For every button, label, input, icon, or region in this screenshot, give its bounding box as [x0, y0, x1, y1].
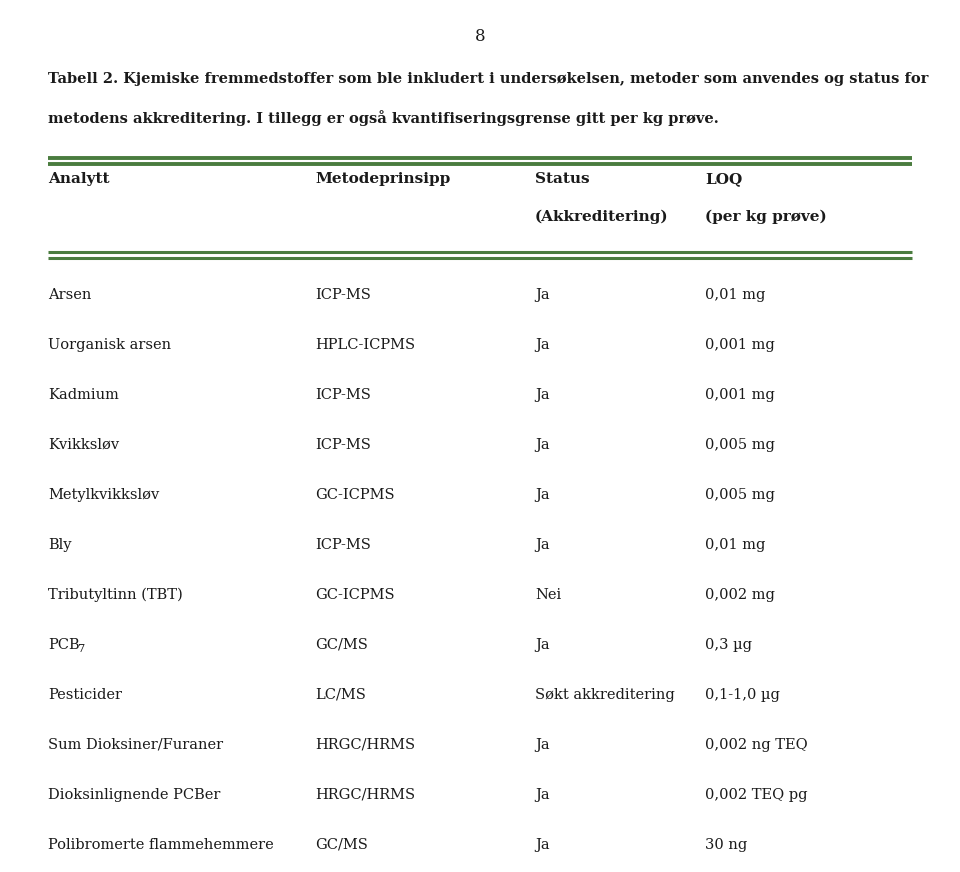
Text: Tabell 2. Kjemiske fremmedstoffer som ble inkludert i undersøkelsen, metoder som: Tabell 2. Kjemiske fremmedstoffer som bl…	[48, 72, 928, 86]
Text: ICP-MS: ICP-MS	[315, 288, 371, 302]
Text: Nei: Nei	[535, 588, 562, 602]
Text: HRGC/HRMS: HRGC/HRMS	[315, 788, 415, 802]
Text: Tributyltinn (TBT): Tributyltinn (TBT)	[48, 588, 182, 603]
Text: HRGC/HRMS: HRGC/HRMS	[315, 738, 415, 752]
Text: 0,001 mg: 0,001 mg	[705, 338, 775, 352]
Text: ICP-MS: ICP-MS	[315, 388, 371, 402]
Text: Metodeprinsipp: Metodeprinsipp	[315, 172, 450, 186]
Text: HPLC-ICPMS: HPLC-ICPMS	[315, 338, 415, 352]
Text: 0,1-1,0 µg: 0,1-1,0 µg	[705, 688, 780, 702]
Text: Arsen: Arsen	[48, 288, 91, 302]
Text: ICP-MS: ICP-MS	[315, 438, 371, 452]
Text: metodens akkreditering. I tillegg er også kvantifiseringsgrense gitt per kg prøv: metodens akkreditering. I tillegg er ogs…	[48, 110, 719, 126]
Text: Dioksinlignende PCBer: Dioksinlignende PCBer	[48, 788, 221, 802]
Text: 0,01 mg: 0,01 mg	[705, 538, 765, 552]
Text: Ja: Ja	[535, 338, 550, 352]
Text: Kvikksløv: Kvikksløv	[48, 438, 119, 452]
Text: Ja: Ja	[535, 638, 550, 652]
Text: 0,002 TEQ pg: 0,002 TEQ pg	[705, 788, 807, 802]
Text: Metylkvikksløv: Metylkvikksløv	[48, 488, 159, 502]
Text: Søkt akkreditering: Søkt akkreditering	[535, 688, 675, 702]
Text: LOQ: LOQ	[705, 172, 742, 186]
Text: Uorganisk arsen: Uorganisk arsen	[48, 338, 171, 352]
Text: Ja: Ja	[535, 838, 550, 852]
Text: 0,3 µg: 0,3 µg	[705, 638, 752, 652]
Text: 0,005 mg: 0,005 mg	[705, 438, 775, 452]
Text: PCB: PCB	[48, 638, 80, 652]
Text: 7: 7	[78, 644, 85, 655]
Text: Status: Status	[535, 172, 589, 186]
Text: 0,01 mg: 0,01 mg	[705, 288, 765, 302]
Text: 0,005 mg: 0,005 mg	[705, 488, 775, 502]
Text: Kadmium: Kadmium	[48, 388, 119, 402]
Text: 0,002 mg: 0,002 mg	[705, 588, 775, 602]
Text: Ja: Ja	[535, 538, 550, 552]
Text: Polibromerte flammehemmere: Polibromerte flammehemmere	[48, 838, 274, 852]
Text: GC/MS: GC/MS	[315, 638, 368, 652]
Text: Ja: Ja	[535, 288, 550, 302]
Text: GC-ICPMS: GC-ICPMS	[315, 488, 395, 502]
Text: 0,002 ng TEQ: 0,002 ng TEQ	[705, 738, 807, 752]
Text: GC-ICPMS: GC-ICPMS	[315, 588, 395, 602]
Text: Ja: Ja	[535, 738, 550, 752]
Text: Analytt: Analytt	[48, 172, 109, 186]
Text: Ja: Ja	[535, 788, 550, 802]
Text: 8: 8	[474, 28, 486, 45]
Text: Ja: Ja	[535, 488, 550, 502]
Text: Ja: Ja	[535, 438, 550, 452]
Text: Sum Dioksiner/Furaner: Sum Dioksiner/Furaner	[48, 738, 223, 752]
Text: 0,001 mg: 0,001 mg	[705, 388, 775, 402]
Text: Pesticider: Pesticider	[48, 688, 122, 702]
Text: ICP-MS: ICP-MS	[315, 538, 371, 552]
Text: (Akkreditering): (Akkreditering)	[535, 210, 668, 224]
Text: LC/MS: LC/MS	[315, 688, 366, 702]
Text: Bly: Bly	[48, 538, 71, 552]
Text: (per kg prøve): (per kg prøve)	[705, 210, 827, 224]
Text: 30 ng: 30 ng	[705, 838, 747, 852]
Text: GC/MS: GC/MS	[315, 838, 368, 852]
Text: Ja: Ja	[535, 388, 550, 402]
